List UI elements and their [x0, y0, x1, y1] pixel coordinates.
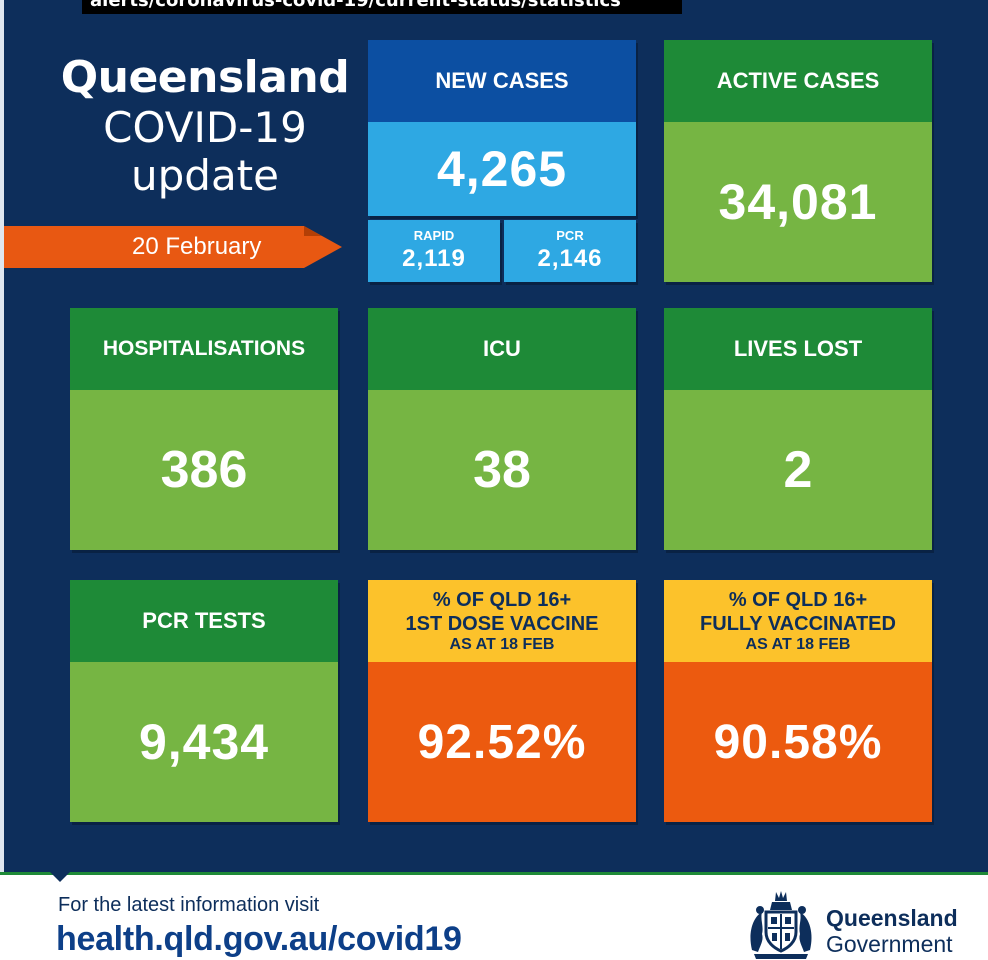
- rapid-value: 2,119: [402, 245, 466, 272]
- first-dose-value: 92.52%: [417, 715, 587, 769]
- active-cases-card: ACTIVE CASES 34,081: [664, 40, 932, 282]
- title-line-3: update: [131, 151, 279, 200]
- lives-lost-header: LIVES LOST: [664, 308, 932, 390]
- title-line-1: Queensland: [60, 52, 350, 103]
- fully-vaccinated-header: % OF QLD 16+ FULLY VACCINATED AS AT 18 F…: [664, 580, 932, 662]
- coat-of-arms-icon: [750, 891, 812, 959]
- footer-url-link[interactable]: health.qld.gov.au/covid19: [56, 920, 462, 958]
- new-cases-header: NEW CASES: [368, 40, 636, 122]
- date-ribbon: [4, 226, 342, 268]
- title-line-2: COVID-19: [103, 103, 307, 152]
- pcr-value: 2,146: [537, 245, 603, 272]
- fully-vaccinated-value: 90.58%: [713, 715, 883, 769]
- active-cases-body: 34,081: [664, 122, 932, 282]
- new-cases-value: 4,265: [436, 141, 568, 197]
- first-dose-card: % OF QLD 16+ 1ST DOSE VACCINE AS AT 18 F…: [368, 580, 636, 822]
- fully-vaccinated-line-3: AS AT 18 FEB: [745, 636, 851, 653]
- active-cases-value: 34,081: [718, 174, 878, 230]
- fully-vaccinated-line-1: % OF QLD 16+: [728, 589, 868, 611]
- active-cases-label: ACTIVE CASES: [716, 68, 880, 93]
- hospitalisations-card: HOSPITALISATIONS 386: [70, 308, 338, 550]
- icu-header: ICU: [368, 308, 636, 390]
- first-dose-line-2: 1ST DOSE VACCINE: [405, 613, 599, 635]
- pcr-box: PCR 2,146: [504, 220, 636, 282]
- lives-lost-card: LIVES LOST 2: [664, 308, 932, 550]
- fully-vaccinated-line-2: FULLY VACCINATED: [700, 613, 896, 635]
- first-dose-line-1: % OF QLD 16+: [432, 589, 572, 611]
- pcr-tests-value: 9,434: [138, 714, 270, 770]
- page-title: Queensland COVID-19 update: [60, 52, 350, 200]
- active-cases-header: ACTIVE CASES: [664, 40, 932, 122]
- hospitalisations-body: 386: [70, 390, 338, 550]
- caption-text: alerts/coronavirus-covid-19/current-stat…: [90, 0, 621, 11]
- hospitalisations-header: HOSPITALISATIONS: [70, 308, 338, 390]
- url-caption: alerts/coronavirus-covid-19/current-stat…: [82, 0, 682, 14]
- lives-lost-value: 2: [783, 441, 813, 499]
- new-cases-card: NEW CASES 4,265: [368, 40, 636, 216]
- first-dose-header: % OF QLD 16+ 1ST DOSE VACCINE AS AT 18 F…: [368, 580, 636, 662]
- footer-info-text: For the latest information visit: [58, 894, 320, 916]
- hospitalisations-value: 386: [160, 441, 248, 499]
- pcr-tests-label: PCR TESTS: [142, 608, 266, 633]
- new-cases-label: NEW CASES: [435, 68, 569, 93]
- pcr-tests-header: PCR TESTS: [70, 580, 338, 662]
- pcr-tests-body: 9,434: [70, 662, 338, 822]
- government-label: Government: [826, 931, 953, 957]
- rapid-label: RAPID: [413, 228, 455, 243]
- date-label: 20 February: [132, 233, 262, 260]
- icu-body: 38: [368, 390, 636, 550]
- lives-lost-label: LIVES LOST: [733, 336, 863, 361]
- fully-vaccinated-body: 90.58%: [664, 662, 932, 822]
- pcr-label: PCR: [556, 228, 584, 243]
- government-name: Queensland: [826, 905, 958, 931]
- footer-notch: [50, 872, 70, 882]
- icu-card: ICU 38: [368, 308, 636, 550]
- first-dose-line-3: AS AT 18 FEB: [449, 636, 555, 653]
- rapid-box: RAPID 2,119: [368, 220, 500, 282]
- icu-value: 38: [473, 441, 531, 499]
- icu-label: ICU: [483, 336, 521, 361]
- pcr-tests-card: PCR TESTS 9,434: [70, 580, 338, 822]
- fully-vaccinated-card: % OF QLD 16+ FULLY VACCINATED AS AT 18 F…: [664, 580, 932, 822]
- first-dose-body: 92.52%: [368, 662, 636, 822]
- hospitalisations-label: HOSPITALISATIONS: [102, 337, 306, 360]
- new-cases-body: 4,265: [368, 122, 636, 216]
- footer: [0, 872, 988, 960]
- lives-lost-body: 2: [664, 390, 932, 550]
